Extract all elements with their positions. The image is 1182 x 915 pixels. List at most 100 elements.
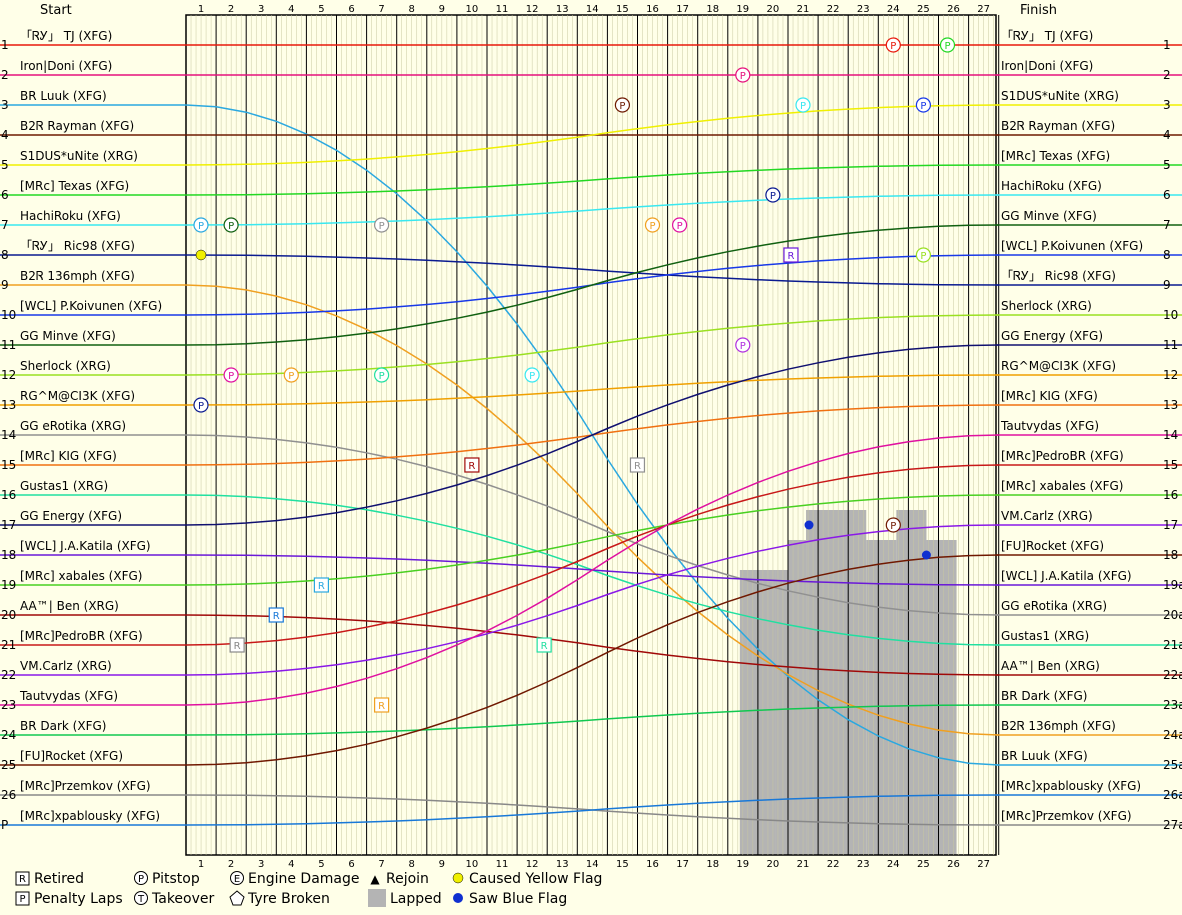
- legend-letter: R: [19, 874, 26, 885]
- start-driver-label: B2Ꮢ 136mph (XFG): [20, 269, 135, 283]
- finish-driver-label: GG eRotika (XRG): [1001, 599, 1107, 613]
- driver-line: [185, 164, 999, 196]
- finish-driver-label: 「ᏒᎩ」 TJ (XFG): [1001, 29, 1093, 43]
- finish-driver-label: 「ᏒᎩ」 Ric98 (XFG): [1001, 269, 1116, 283]
- lap-label-top: 14: [586, 4, 599, 15]
- finish-driver-label: [WCL] P.Koivunen (XFG): [1001, 239, 1143, 253]
- lap-label-top: 17: [676, 4, 689, 15]
- lap-label-bottom: 4: [288, 859, 294, 870]
- start-position-label: 21: [1, 638, 16, 652]
- pitstop-marker: [915, 247, 932, 263]
- driver-line: [185, 524, 999, 676]
- pitstop-marker: [614, 97, 631, 113]
- start-driver-label: [MRc] KIG (XFG): [20, 449, 117, 463]
- legend-label: Engine Damage: [248, 871, 360, 887]
- start-position-label: 18: [1, 548, 16, 562]
- pitstop-letter: P: [379, 371, 385, 382]
- pitstop-letter: P: [890, 41, 896, 52]
- finish-position-label: 17: [1163, 518, 1178, 532]
- pitstop-marker: [374, 217, 390, 233]
- lap-label-top: 27: [977, 4, 990, 15]
- driver-line: [185, 434, 999, 616]
- legend-box-icon: [15, 871, 30, 886]
- start-driver-label: GG Minve (XFG): [20, 329, 116, 343]
- start-driver-label: Gustas1 (XRG): [20, 479, 108, 493]
- finish-position-label: 3: [1163, 98, 1171, 112]
- pitstop-letter: P: [677, 221, 683, 232]
- lap-label-bottom: 5: [318, 859, 324, 870]
- lap-label-top: 24: [887, 4, 900, 15]
- axis-labels: 1234567891011121314151617181920212223242…: [1, 4, 1182, 870]
- finish-position-label: 24a: [1163, 728, 1182, 742]
- start-position-label: 8: [1, 248, 9, 262]
- lap-label-top: 15: [616, 4, 629, 15]
- legend-label: Tyre Broken: [247, 891, 330, 907]
- start-position-label: 20: [1, 608, 16, 622]
- finish-position-label: 10: [1163, 308, 1178, 322]
- pitstop-letter: P: [198, 401, 204, 412]
- finish-position-label: 8: [1163, 248, 1171, 262]
- driver-line: [185, 104, 999, 166]
- pitstop-marker: [915, 97, 932, 113]
- driver-line: [185, 464, 999, 646]
- finish-driver-label: [WCL] J.A.Katila (XFG): [1001, 569, 1132, 583]
- start-position-label: 19: [1, 578, 16, 592]
- pitstop-letter: P: [890, 521, 896, 532]
- lap-label-bottom: 3: [258, 859, 264, 870]
- legend-letter: P: [138, 874, 144, 885]
- finish-driver-label: [MRc]xpablousky (XFG): [1001, 779, 1141, 793]
- finish-position-label: 5: [1163, 158, 1171, 172]
- retired-marker: [374, 697, 390, 713]
- pitstop-letter: P: [800, 101, 806, 112]
- lap-label-top: 7: [378, 4, 384, 15]
- start-driver-label: RG^M@CI3K (XFG): [20, 389, 135, 403]
- start-position-label: 4: [1, 128, 9, 142]
- lap-label-top: 21: [797, 4, 810, 15]
- start-driver-label: 「ᏒᎩ」 Ric98 (XFG): [20, 239, 135, 253]
- start-driver-label: [MRc] Texas (XFG): [20, 179, 129, 193]
- pitstop-letter: P: [198, 221, 204, 232]
- retired-letter: R: [273, 611, 280, 622]
- start-driver-label: GG Energy (XFG): [20, 509, 122, 523]
- lap-label-bottom: 20: [767, 859, 780, 870]
- driver-line: [185, 704, 999, 736]
- blue-dot-icon: [453, 893, 463, 903]
- legend-label: Pitstop: [152, 871, 200, 887]
- finish-position-label: 16: [1163, 488, 1178, 502]
- start-position-label: 10: [1, 308, 16, 322]
- pitstop-letter: P: [944, 41, 950, 52]
- start-driver-label: [MRc]xpablousky (XFG): [20, 809, 160, 823]
- retired-marker: [313, 577, 329, 593]
- lapped-block: [878, 540, 897, 855]
- lap-label-bottom: 27: [977, 859, 990, 870]
- lap-label-top: 8: [409, 4, 415, 15]
- finish-position-label: 22a: [1163, 668, 1182, 682]
- lap-label-bottom: 7: [378, 859, 384, 870]
- finish-driver-label: RG^M@CI3K (XFG): [1001, 359, 1116, 373]
- legend-label: Rejoin: [386, 871, 429, 887]
- pitstop-letter: P: [228, 371, 234, 382]
- lap-label-top: 19: [736, 4, 749, 15]
- finish-position-label: 4: [1163, 128, 1171, 142]
- lap-label-bottom: 12: [526, 859, 539, 870]
- lap-label-bottom: 23: [857, 859, 870, 870]
- lap-label-bottom: 18: [706, 859, 719, 870]
- pitstop-marker: [885, 517, 901, 533]
- finish-header: Finish: [1020, 3, 1057, 18]
- finish-driver-label: [MRc]PedroBR (XFG): [1001, 449, 1124, 463]
- finish-position-label: 26a: [1163, 788, 1182, 802]
- finish-position-label: 14: [1163, 428, 1178, 442]
- finish-position-label: 13: [1163, 398, 1178, 412]
- finish-position-label: 12: [1163, 368, 1178, 382]
- pitstop-marker: [735, 337, 751, 353]
- start-driver-label: [MRc]PedroBR (XFG): [20, 629, 143, 643]
- pitstop-marker: [193, 217, 209, 233]
- pitstop-marker: [671, 217, 688, 233]
- start-position-label: P: [1, 818, 8, 832]
- finish-driver-label: [MRc] xabales (XFG): [1001, 479, 1123, 493]
- lap-label-bottom: 16: [646, 859, 659, 870]
- lap-label-bottom: 21: [797, 859, 810, 870]
- driver-line: [185, 374, 999, 406]
- pitstop-marker: [735, 67, 751, 83]
